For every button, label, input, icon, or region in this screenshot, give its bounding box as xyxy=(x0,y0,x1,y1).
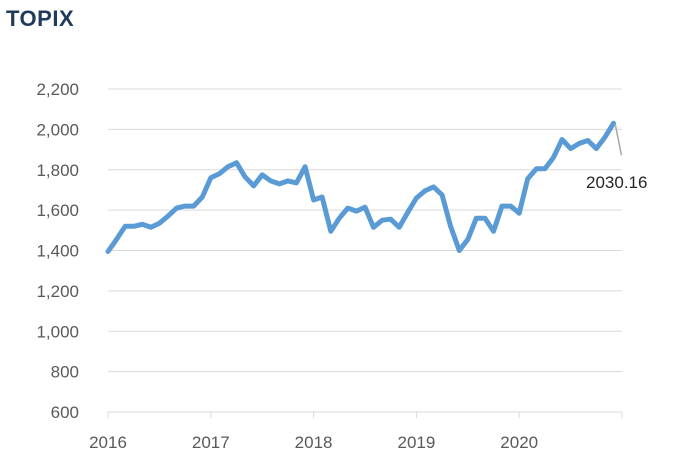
chart-title: TOPIX xyxy=(6,6,75,31)
y-tick-label-1400: 1,400 xyxy=(36,242,79,261)
x-tick-label-2016: 2016 xyxy=(89,433,127,452)
y-tick-label-2200: 2,200 xyxy=(36,80,79,99)
y-axis-tick-labels: 600 800 1,000 1,200 1,400 1,600 1,800 2,000 2,20… xyxy=(36,80,79,422)
x-tick-label-2017: 2017 xyxy=(192,433,230,452)
y-tick-label-600: 600 xyxy=(51,403,79,422)
x-axis: 2016 2017 2018 2019 2020 xyxy=(89,411,623,452)
x-tick-label-2018: 2018 xyxy=(295,433,333,452)
series-layer xyxy=(105,120,616,254)
series-line-0 xyxy=(105,120,616,254)
y-tick-label-2000: 2,000 xyxy=(36,120,79,139)
annotations: 2030.16 xyxy=(586,125,647,192)
gridlines xyxy=(108,88,622,373)
y-tick-label-1000: 1,000 xyxy=(36,322,79,341)
annotation-leader-line xyxy=(614,125,623,156)
x-tick-label-2019: 2019 xyxy=(397,433,435,452)
y-tick-label-1800: 1,800 xyxy=(36,161,79,180)
y-tick-label-1200: 1,200 xyxy=(36,282,79,301)
annotation-label: 2030.16 xyxy=(586,173,647,192)
x-tick-label-2020: 2020 xyxy=(500,433,538,452)
y-tick-label-800: 800 xyxy=(51,363,79,382)
y-tick-label-1600: 1,600 xyxy=(36,201,79,220)
